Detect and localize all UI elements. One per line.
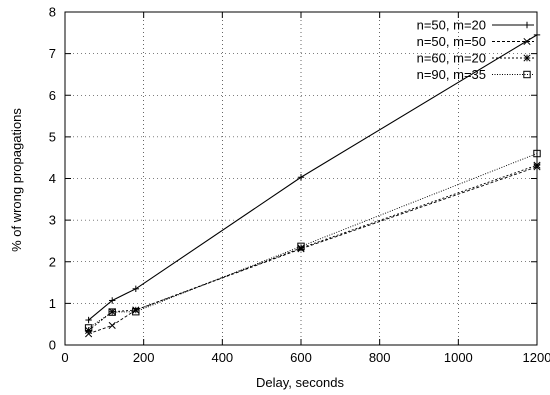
x-tick-label: 600: [290, 350, 312, 365]
legend-marker-3: [523, 54, 531, 62]
legend-label-1: n=50, m=20: [417, 18, 486, 33]
x-tick-label: 1000: [444, 350, 473, 365]
y-tick-label: 8: [49, 5, 56, 20]
legend: n=50, m=20n=50, m=50 n=60, m=20n=90, m=35: [417, 18, 534, 82]
y-tick-label: 6: [49, 88, 56, 103]
data-point-4: [84, 324, 93, 332]
x-tick-label: 800: [369, 350, 391, 365]
x-tick-label: 200: [133, 350, 155, 365]
data-point-1: [109, 297, 116, 304]
legend-label-2: n=50, m=50: [417, 34, 486, 49]
data-point-4: [108, 308, 116, 316]
x-tick-label: 0: [61, 350, 68, 365]
series-line-4: [88, 153, 538, 329]
legend-marker-2: [523, 37, 531, 46]
data-point-1: [297, 174, 305, 181]
y-tick-label: 4: [49, 171, 56, 186]
y-tick-label: 5: [49, 129, 56, 144]
y-axis-title: % of wrong propagations: [9, 108, 24, 252]
data-point-3: [533, 161, 541, 169]
series-line-2: [88, 166, 538, 335]
x-tick-label: 1200: [523, 350, 550, 365]
y-tick-label: 7: [49, 46, 56, 61]
data-point-4: [297, 242, 305, 251]
x-axis-title: Delay, seconds: [256, 375, 344, 390]
legend-label-3: n=60, m=20: [417, 51, 486, 66]
data-point-3: [132, 306, 140, 314]
legend-label-4: n=90, m=35: [417, 67, 486, 82]
y-tick-label: 0: [49, 338, 56, 353]
axes: 0 200 400 600 800 1000 1200 0 1 2 3 4 5 6 7 8: [49, 5, 550, 366]
legend-marker-1: [523, 21, 531, 29]
data-point-3: [297, 244, 305, 252]
y-tick-label: 2: [49, 254, 56, 269]
data-point-2: [108, 321, 116, 329]
data-point-4: [533, 149, 541, 158]
series-group: [84, 31, 541, 338]
data-point-1: [533, 31, 541, 39]
data-point-4: [132, 308, 140, 316]
data-point-1: [85, 316, 92, 324]
y-tick-label: 3: [49, 213, 56, 228]
legend-marker-4: [523, 70, 531, 79]
x-tick-label: 400: [211, 350, 233, 365]
y-tick-label: 1: [49, 296, 56, 311]
data-point-3: [85, 326, 93, 334]
data-point-1: [132, 285, 139, 293]
series-line-3: [88, 164, 538, 331]
